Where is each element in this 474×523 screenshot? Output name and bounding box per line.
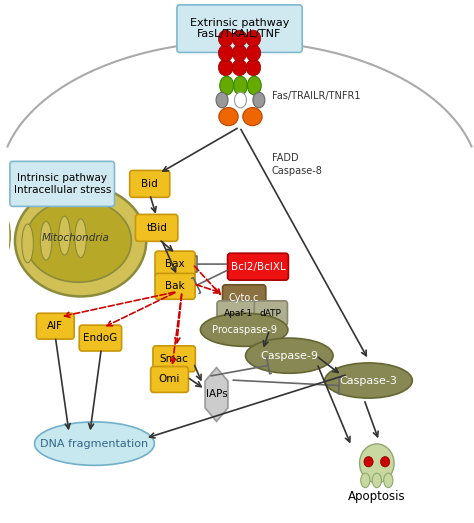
Ellipse shape (0, 216, 10, 255)
Ellipse shape (35, 422, 155, 465)
Text: Bid: Bid (141, 179, 158, 189)
Text: Intrinsic pathway
Intracellular stress: Intrinsic pathway Intracellular stress (13, 173, 111, 195)
Ellipse shape (220, 76, 234, 95)
FancyBboxPatch shape (155, 251, 195, 277)
Text: tBid: tBid (146, 223, 167, 233)
Ellipse shape (372, 473, 382, 487)
Text: Fas/TRAILR/TNFR1: Fas/TRAILR/TNFR1 (272, 91, 360, 101)
Text: EndoG: EndoG (83, 333, 118, 343)
Ellipse shape (201, 313, 288, 346)
FancyBboxPatch shape (177, 5, 302, 52)
Ellipse shape (384, 473, 393, 487)
Ellipse shape (25, 199, 131, 282)
Text: Apoptosis: Apoptosis (348, 491, 406, 504)
Text: IAPs: IAPs (206, 390, 228, 400)
Circle shape (246, 59, 261, 76)
Ellipse shape (216, 92, 228, 108)
Ellipse shape (22, 224, 33, 263)
Circle shape (232, 44, 247, 61)
FancyBboxPatch shape (217, 301, 260, 326)
Circle shape (219, 30, 233, 47)
Text: Bcl2/BclXL: Bcl2/BclXL (230, 262, 285, 271)
Text: Caspase-8: Caspase-8 (272, 166, 323, 176)
Text: Extrinsic pathway
FasL/TRAIL/TNF: Extrinsic pathway FasL/TRAIL/TNF (190, 18, 289, 39)
Ellipse shape (247, 76, 261, 95)
Circle shape (381, 457, 390, 467)
FancyBboxPatch shape (130, 170, 170, 197)
Ellipse shape (219, 108, 238, 126)
Ellipse shape (325, 363, 412, 398)
FancyBboxPatch shape (228, 253, 288, 280)
FancyBboxPatch shape (151, 367, 189, 392)
Text: dATP: dATP (260, 309, 282, 318)
FancyBboxPatch shape (136, 214, 178, 241)
Polygon shape (205, 368, 228, 422)
Text: DNA fragmentation: DNA fragmentation (40, 439, 148, 449)
Text: FADD: FADD (272, 153, 299, 163)
Text: Apaf-1: Apaf-1 (224, 309, 253, 318)
Ellipse shape (361, 473, 370, 487)
Text: Procaspase-9: Procaspase-9 (212, 325, 277, 335)
Ellipse shape (246, 338, 333, 373)
Ellipse shape (234, 76, 247, 95)
Circle shape (246, 44, 261, 61)
Ellipse shape (360, 444, 394, 483)
Circle shape (232, 59, 247, 76)
Text: Bak: Bak (165, 281, 185, 291)
Ellipse shape (40, 221, 52, 260)
FancyBboxPatch shape (10, 162, 115, 207)
Ellipse shape (235, 92, 246, 108)
Ellipse shape (59, 216, 70, 255)
Circle shape (219, 44, 233, 61)
Circle shape (246, 30, 261, 47)
Text: Caspase-9: Caspase-9 (260, 351, 319, 361)
FancyBboxPatch shape (153, 346, 195, 372)
Text: Bax: Bax (165, 259, 185, 269)
Text: Mitochondria: Mitochondria (42, 233, 110, 243)
FancyBboxPatch shape (222, 285, 266, 311)
Ellipse shape (253, 92, 265, 108)
FancyBboxPatch shape (155, 274, 195, 299)
FancyBboxPatch shape (254, 301, 287, 326)
Circle shape (219, 59, 233, 76)
Text: AIF: AIF (47, 321, 64, 331)
Text: Cyto.c: Cyto.c (229, 293, 259, 303)
FancyBboxPatch shape (79, 325, 122, 351)
Text: Smac: Smac (160, 354, 189, 364)
Text: Caspase-3: Caspase-3 (339, 376, 398, 385)
Ellipse shape (75, 219, 86, 258)
Ellipse shape (15, 185, 146, 297)
Circle shape (364, 457, 373, 467)
Circle shape (232, 30, 247, 47)
FancyBboxPatch shape (36, 313, 74, 339)
Ellipse shape (243, 108, 262, 126)
Text: Omi: Omi (159, 374, 180, 384)
